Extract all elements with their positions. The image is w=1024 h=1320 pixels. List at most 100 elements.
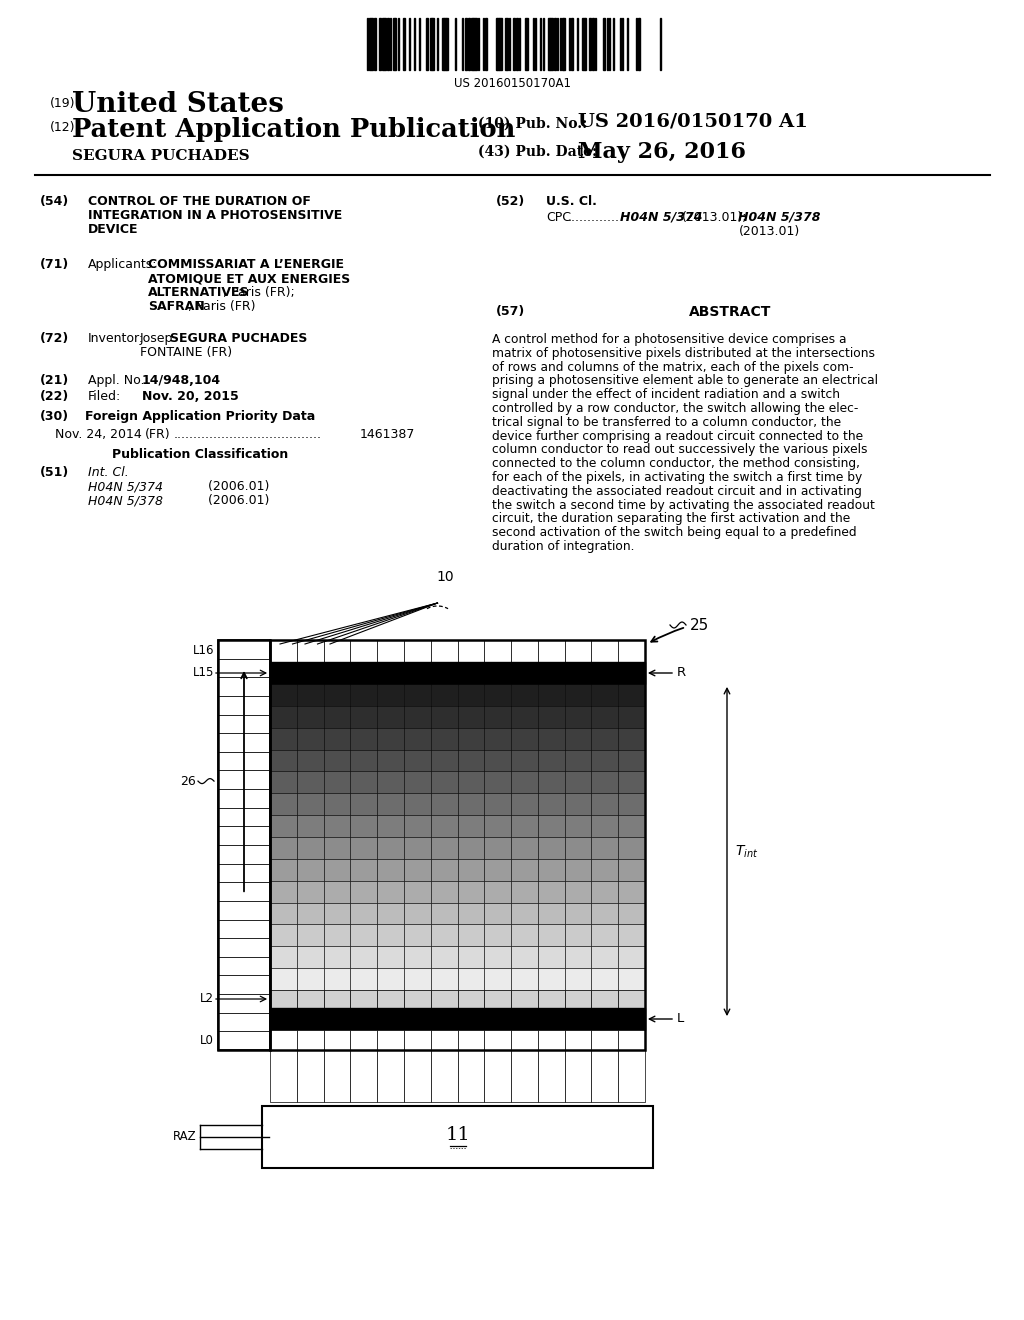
Bar [431, 968, 458, 990]
Bar [431, 859, 458, 880]
Bar [297, 924, 324, 946]
Text: H04N 5/374: H04N 5/374 [88, 480, 163, 492]
Text: (2013.01): (2013.01) [738, 224, 800, 238]
Bar [618, 816, 645, 837]
Bar [403, 750, 431, 771]
Bar [592, 859, 618, 880]
Bar [297, 1030, 324, 1049]
Bar [516, 18, 517, 70]
Bar [324, 990, 350, 1008]
Text: 10: 10 [436, 570, 455, 583]
Text: INTEGRATION IN A PHOTOSENSITIVE: INTEGRATION IN A PHOTOSENSITIVE [88, 209, 342, 222]
Text: column conductor to read out successively the various pixels: column conductor to read out successivel… [492, 444, 867, 457]
Text: R: R [677, 667, 686, 680]
Bar [270, 684, 297, 706]
Bar [377, 903, 403, 924]
Bar [538, 990, 564, 1008]
Bar [270, 990, 297, 1008]
Bar [403, 816, 431, 837]
Bar [432, 18, 433, 70]
Bar [592, 771, 618, 793]
Text: Nov. 20, 2015: Nov. 20, 2015 [142, 389, 239, 403]
Text: United States: United States [72, 91, 284, 117]
Bar [484, 946, 511, 968]
Bar [484, 816, 511, 837]
Text: matrix of photosensitive pixels distributed at the intersections: matrix of photosensitive pixels distribu… [492, 347, 874, 360]
Text: 11: 11 [445, 1126, 470, 1144]
Bar [369, 18, 373, 70]
Bar [431, 837, 458, 859]
Bar [511, 706, 538, 727]
Text: .............: ............. [568, 211, 620, 224]
Bar [379, 18, 381, 70]
Text: Foreign Application Priority Data: Foreign Application Priority Data [85, 411, 315, 422]
Text: (2013.01);: (2013.01); [682, 211, 748, 224]
Bar [618, 793, 645, 816]
Bar [270, 946, 297, 968]
Bar [577, 18, 578, 70]
Text: L15: L15 [193, 667, 214, 680]
Bar [403, 837, 431, 859]
Bar [377, 771, 403, 793]
Text: FONTAINE (FR): FONTAINE (FR) [140, 346, 232, 359]
Bar [564, 880, 592, 903]
Bar [218, 640, 270, 1049]
Text: RAZ: RAZ [172, 1130, 196, 1143]
Bar [297, 640, 324, 663]
Bar [564, 816, 592, 837]
Bar [592, 793, 618, 816]
Bar [564, 903, 592, 924]
Bar [377, 924, 403, 946]
Bar [484, 837, 511, 859]
Bar [403, 880, 431, 903]
Text: (51): (51) [40, 466, 70, 479]
Bar [592, 640, 618, 663]
Bar [387, 18, 389, 70]
Bar [511, 903, 538, 924]
Bar [509, 18, 510, 70]
Bar [592, 684, 618, 706]
Text: L: L [677, 1012, 684, 1026]
Bar [431, 990, 458, 1008]
Text: DEVICE: DEVICE [88, 223, 138, 236]
Bar [350, 750, 377, 771]
Bar [377, 946, 403, 968]
Bar [297, 903, 324, 924]
Bar [618, 706, 645, 727]
Bar [350, 793, 377, 816]
Bar [511, 968, 538, 990]
Bar [270, 837, 297, 859]
Bar [297, 990, 324, 1008]
Bar [511, 640, 538, 663]
Bar [511, 1049, 538, 1102]
Text: of rows and columns of the matrix, each of the pixels com-: of rows and columns of the matrix, each … [492, 360, 854, 374]
Text: L0: L0 [200, 1034, 214, 1047]
Bar [324, 640, 350, 663]
Text: 26: 26 [180, 775, 196, 788]
Bar [377, 706, 403, 727]
Text: (52): (52) [496, 195, 525, 209]
Bar [350, 771, 377, 793]
Bar [618, 968, 645, 990]
Bar [473, 18, 477, 70]
Bar [377, 684, 403, 706]
Text: (2006.01): (2006.01) [168, 480, 269, 492]
Bar [350, 924, 377, 946]
Bar [458, 837, 484, 859]
Bar [436, 18, 438, 70]
Bar [592, 18, 594, 70]
Bar [458, 1030, 484, 1049]
Bar [458, 990, 484, 1008]
Bar [511, 990, 538, 1008]
Bar [297, 727, 324, 750]
Bar [484, 793, 511, 816]
Bar [270, 727, 297, 750]
Text: H04N 5/378: H04N 5/378 [88, 494, 163, 507]
Text: controlled by a row conductor, the switch allowing the elec-: controlled by a row conductor, the switc… [492, 403, 858, 414]
Bar [571, 18, 573, 70]
Bar [538, 1030, 564, 1049]
Text: .....................................: ..................................... [174, 428, 322, 441]
Bar [592, 880, 618, 903]
Bar [297, 771, 324, 793]
Bar [564, 771, 592, 793]
